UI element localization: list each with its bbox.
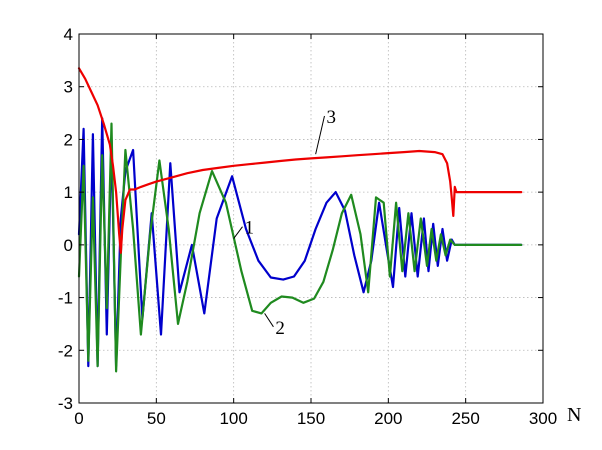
y-tick-label: 4 [64, 25, 73, 44]
annotation-label-1: 1 [244, 218, 254, 239]
x-tick-label: 300 [529, 409, 557, 428]
y-tick-label: 3 [64, 78, 73, 97]
ticks: 0 50 100 150 200 250 300 -3 -2 -1 0 1 2 3 4 [58, 25, 557, 428]
series-line-3 [77, 67, 523, 254]
annotation-leader [315, 115, 325, 155]
x-tick-label: 100 [219, 409, 247, 428]
y-tick-label: 2 [64, 130, 73, 149]
y-tick-label: -3 [58, 394, 73, 413]
y-tick-label: -1 [58, 289, 73, 308]
grid [79, 34, 543, 403]
x-tick-label: 200 [374, 409, 402, 428]
annotation-leader [264, 313, 274, 328]
y-tick-label: 0 [64, 236, 73, 255]
series-line-1 [77, 117, 523, 368]
annotation-label-3: 3 [326, 107, 336, 128]
y-tick-label: 1 [64, 183, 73, 202]
x-tick-label: 50 [147, 409, 166, 428]
annotation-leader [233, 226, 243, 239]
annotations: 1 2 3 [233, 107, 336, 339]
x-tick-label: 250 [451, 409, 479, 428]
series-line-2 [77, 122, 523, 373]
x-tick-label: 0 [74, 409, 83, 428]
x-tick-label: 150 [297, 409, 325, 428]
annotation-label-2: 2 [275, 318, 285, 339]
series-layer [77, 67, 523, 373]
y-tick-label: -2 [58, 341, 73, 360]
x-axis-label: N [567, 404, 581, 426]
